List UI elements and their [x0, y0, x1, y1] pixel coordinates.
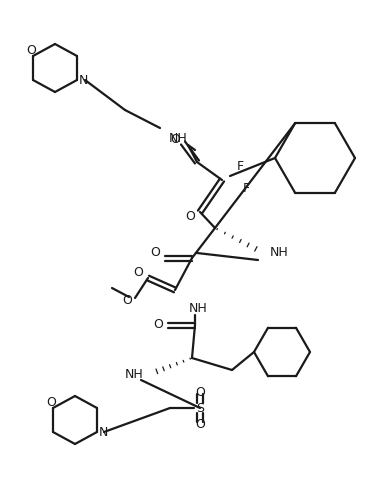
Text: O: O	[170, 133, 180, 146]
Text: NH: NH	[124, 368, 143, 381]
Text: S: S	[196, 401, 204, 414]
Text: N: N	[78, 73, 88, 87]
Text: O: O	[153, 319, 163, 331]
Text: NH: NH	[270, 246, 289, 259]
Text: NH: NH	[169, 132, 187, 145]
Text: F: F	[242, 182, 250, 194]
Text: F: F	[236, 160, 244, 172]
Text: O: O	[195, 386, 205, 399]
Text: O: O	[122, 294, 132, 307]
Text: O: O	[46, 396, 56, 409]
Text: NH: NH	[189, 301, 208, 315]
Text: O: O	[195, 418, 205, 431]
Text: O: O	[26, 44, 36, 57]
Text: O: O	[133, 265, 143, 278]
Text: O: O	[185, 209, 195, 223]
Text: O: O	[150, 246, 160, 259]
Text: N: N	[98, 425, 108, 438]
